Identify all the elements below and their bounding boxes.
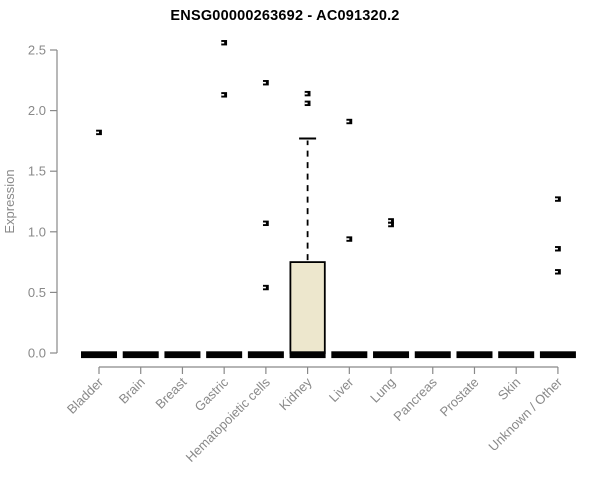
- box-median-bar: [81, 351, 117, 359]
- outlier-point-notch: [262, 81, 266, 84]
- outlier-point-notch: [96, 131, 99, 134]
- box-median-bar: [289, 351, 326, 359]
- chart-title: ENSG00000263692 - AC091320.2: [170, 8, 400, 24]
- x-tick-label: Gastric: [192, 374, 232, 414]
- y-tick-label: 0.5: [28, 285, 46, 300]
- box-median-bar: [498, 351, 535, 359]
- outlier-point-notch: [555, 247, 558, 250]
- box-median-bar: [373, 351, 410, 359]
- x-tick-label: Lung: [367, 375, 398, 406]
- y-tick-label: 1.0: [28, 224, 46, 239]
- y-tick-label: 0.0: [28, 346, 46, 361]
- box-median-bar: [206, 351, 243, 359]
- x-tick-label: Unknown / Other: [485, 374, 565, 454]
- x-tick-label: Liver: [326, 374, 357, 405]
- box-median-bar: [456, 351, 493, 359]
- y-tick-label: 1.5: [28, 164, 46, 179]
- x-tick-label: Kidney: [276, 374, 315, 413]
- box-median-bar: [539, 351, 576, 359]
- outlier-point-notch: [346, 120, 350, 123]
- outlier-point-notch: [555, 198, 558, 200]
- box-median-bar: [122, 351, 159, 359]
- outlier-point-notch: [221, 94, 225, 96]
- y-axis-title: Expression: [2, 169, 17, 233]
- outlier-point-notch: [221, 41, 225, 44]
- x-tick-label: Prostate: [437, 375, 482, 420]
- outlier-point-notch: [388, 220, 392, 222]
- x-tick-label: Bladder: [64, 374, 107, 417]
- y-tick-label: 2.5: [28, 43, 46, 58]
- box-median-bar: [247, 351, 284, 359]
- x-tick-label: Pancreas: [390, 374, 440, 424]
- outlier-point-notch: [346, 238, 350, 240]
- outlier-point-notch: [304, 102, 308, 105]
- box-median-bar: [164, 351, 201, 359]
- box-rect: [289, 261, 326, 354]
- x-tick-label: Skin: [495, 375, 523, 403]
- box-median-bar: [414, 351, 451, 359]
- outlier-point: [221, 40, 228, 46]
- y-tick-label: 2.0: [28, 103, 46, 118]
- outlier-point-notch: [555, 270, 558, 273]
- outlier-point-notch: [304, 92, 308, 95]
- outlier-point: [221, 92, 228, 98]
- outlier-point-notch: [262, 286, 266, 289]
- outlier-point-notch: [262, 222, 266, 225]
- x-tick-label: Brain: [116, 375, 148, 407]
- box-median-bar: [331, 351, 368, 359]
- x-tick-label: Breast: [152, 374, 189, 411]
- outlier-point-notch: [388, 223, 392, 226]
